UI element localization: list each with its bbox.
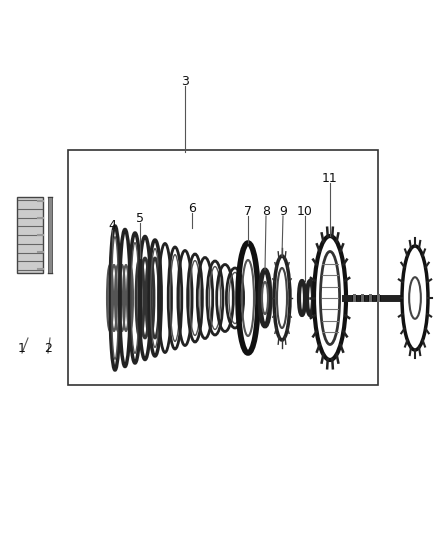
Bar <box>360 295 365 301</box>
Bar <box>369 294 372 302</box>
Bar <box>368 295 373 301</box>
Text: 8: 8 <box>262 205 270 218</box>
Ellipse shape <box>314 236 346 360</box>
Text: 10: 10 <box>297 205 313 218</box>
Bar <box>353 294 356 302</box>
Text: 11: 11 <box>322 172 338 185</box>
Text: 9: 9 <box>279 205 287 218</box>
Bar <box>17 197 43 273</box>
Text: 2: 2 <box>44 342 52 355</box>
Text: 1: 1 <box>18 342 26 355</box>
Text: 3: 3 <box>181 75 189 88</box>
Bar <box>376 295 381 301</box>
Bar <box>48 197 52 273</box>
Bar <box>68 150 378 385</box>
Ellipse shape <box>402 246 428 350</box>
Bar <box>361 294 364 302</box>
Text: 5: 5 <box>136 212 144 225</box>
Bar <box>352 295 357 301</box>
Text: 4: 4 <box>108 219 116 232</box>
Bar <box>377 294 380 302</box>
Text: 6: 6 <box>188 202 196 215</box>
Text: 7: 7 <box>244 205 252 218</box>
